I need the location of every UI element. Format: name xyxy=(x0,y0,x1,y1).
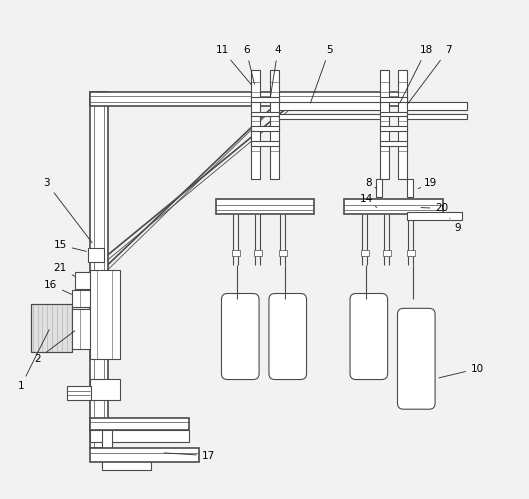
Bar xyxy=(90,379,120,400)
Bar xyxy=(380,97,407,102)
Bar xyxy=(102,460,151,470)
Bar xyxy=(407,213,462,221)
Text: 5: 5 xyxy=(311,45,333,103)
Text: 16: 16 xyxy=(44,279,71,294)
Text: 8: 8 xyxy=(366,178,377,189)
Bar xyxy=(88,248,104,262)
Text: 21: 21 xyxy=(53,263,75,276)
FancyBboxPatch shape xyxy=(269,293,306,380)
Text: 18: 18 xyxy=(400,45,433,103)
FancyBboxPatch shape xyxy=(222,293,259,380)
Text: 4: 4 xyxy=(270,45,281,97)
FancyBboxPatch shape xyxy=(350,293,388,380)
Bar xyxy=(75,272,91,288)
Bar xyxy=(279,114,388,119)
Bar xyxy=(67,386,91,400)
Text: 9: 9 xyxy=(450,219,461,233)
Bar xyxy=(254,250,262,256)
Text: 19: 19 xyxy=(418,178,437,189)
Text: 15: 15 xyxy=(53,240,86,251)
Text: 14: 14 xyxy=(360,194,377,208)
Text: 10: 10 xyxy=(439,364,484,378)
Bar xyxy=(251,97,279,102)
Text: 20: 20 xyxy=(421,204,449,214)
Bar xyxy=(380,70,389,179)
Bar xyxy=(90,448,199,462)
Bar xyxy=(102,430,112,460)
Bar xyxy=(90,430,189,442)
Text: 1: 1 xyxy=(17,330,49,391)
Bar xyxy=(407,179,413,197)
Bar xyxy=(361,250,369,256)
Bar xyxy=(380,141,407,146)
Bar xyxy=(279,102,388,110)
Bar xyxy=(251,112,279,116)
Bar xyxy=(380,126,407,131)
Bar xyxy=(31,304,72,352)
Bar xyxy=(376,199,382,213)
Bar xyxy=(270,70,279,179)
Bar xyxy=(72,309,92,349)
Text: 2: 2 xyxy=(34,331,75,364)
FancyBboxPatch shape xyxy=(397,308,435,409)
Bar xyxy=(376,179,382,197)
Text: 11: 11 xyxy=(216,45,251,85)
Bar xyxy=(90,270,120,359)
Bar xyxy=(407,102,467,110)
Text: 6: 6 xyxy=(243,45,254,84)
Bar xyxy=(407,250,415,256)
Bar xyxy=(398,70,407,179)
Bar xyxy=(382,250,390,256)
Bar xyxy=(251,70,260,179)
Bar xyxy=(72,289,94,307)
Bar xyxy=(31,304,72,352)
Bar xyxy=(407,199,413,213)
Text: 17: 17 xyxy=(164,451,215,461)
Bar xyxy=(279,250,287,256)
Bar xyxy=(407,114,467,119)
Bar xyxy=(90,418,189,430)
Bar xyxy=(251,141,279,146)
Bar xyxy=(215,199,314,215)
Bar xyxy=(380,112,407,116)
Text: 7: 7 xyxy=(408,45,451,103)
Bar xyxy=(251,126,279,131)
Text: 3: 3 xyxy=(43,178,92,243)
Bar xyxy=(232,250,240,256)
Bar xyxy=(90,92,406,106)
Bar xyxy=(344,199,443,215)
Bar xyxy=(90,92,108,448)
